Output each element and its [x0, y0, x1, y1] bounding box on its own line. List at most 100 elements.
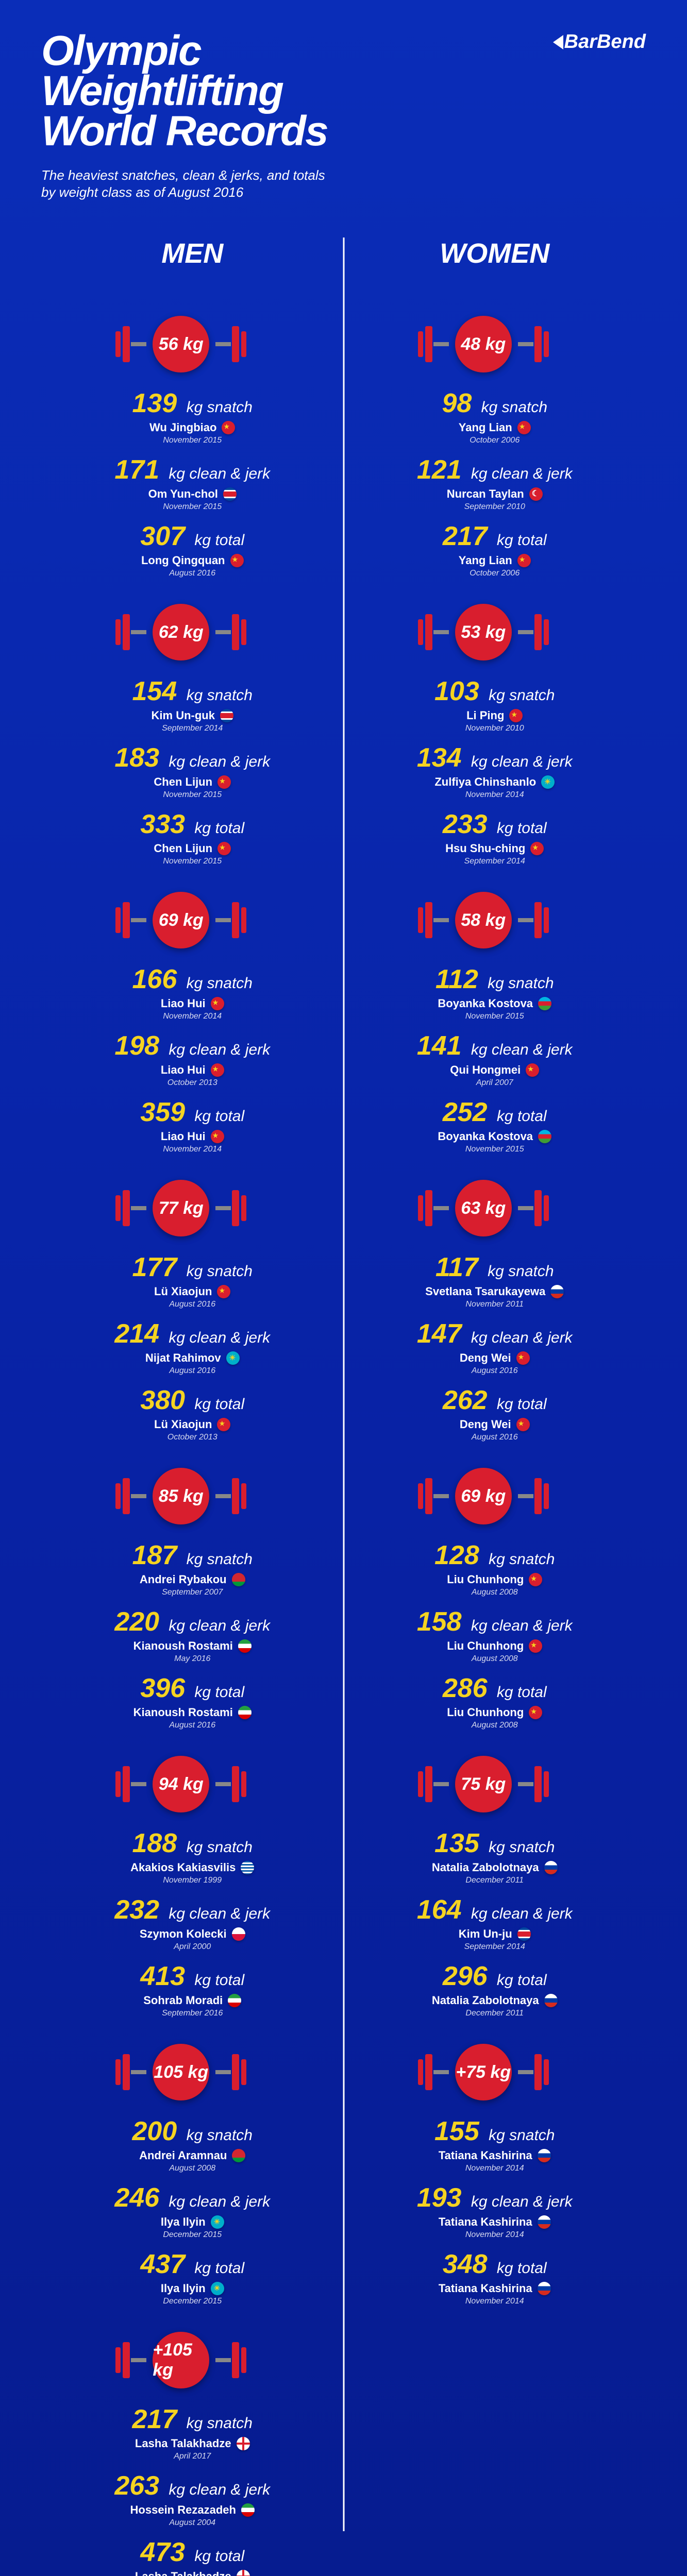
athlete-name: Om Yun-chol [148, 487, 218, 501]
record-weight: 200 [132, 2116, 177, 2146]
record-athlete: Liu Chunhong [417, 1573, 573, 1586]
record-lift: kg clean & jerk [164, 1617, 270, 1634]
athlete-name: Sohrab Moradi [143, 1994, 223, 2007]
record-athlete: Liu Chunhong [417, 1706, 573, 1719]
record-weight: 141 [417, 1031, 462, 1061]
record-athlete: Lü Xiaojun [114, 1285, 270, 1298]
record: 252 kg total Boyanka Kostova November 20… [417, 1097, 573, 1154]
flag-icon [211, 2282, 224, 2295]
flag-icon [223, 487, 237, 501]
record: 135 kg snatch Natalia Zabolotnaya Decemb… [417, 1828, 573, 1885]
flag-icon [529, 1573, 542, 1586]
weight-class-header: +75 kg [417, 2044, 573, 2100]
record-weight: 263 [114, 2471, 159, 2501]
athlete-name: Hossein Rezazadeh [130, 2503, 236, 2517]
record-date: August 2008 [417, 1654, 573, 1664]
record: 166 kg snatch Liao Hui November 2014 [114, 964, 270, 1021]
weight-class-header: 75 kg [417, 1756, 573, 1812]
flag-icon [538, 2282, 551, 2295]
record-date: August 2016 [114, 1300, 270, 1309]
record-weight: 193 [417, 2183, 462, 2213]
record-weight: 164 [417, 1895, 462, 1925]
record: 232 kg clean & jerk Szymon Kolecki April… [114, 1894, 270, 1952]
record-athlete: Natalia Zabolotnaya [417, 1994, 573, 2007]
athlete-name: Nurcan Taylan [447, 487, 524, 501]
record-date: November 2015 [114, 790, 270, 800]
record: 117 kg snatch Svetlana Tsarukayewa Novem… [417, 1252, 573, 1309]
record-athlete: Kianoush Rostami [114, 1639, 270, 1653]
record: 220 kg clean & jerk Kianoush Rostami May… [114, 1606, 270, 1664]
record-weight: 155 [434, 2116, 479, 2146]
record-lift: kg total [493, 532, 547, 549]
flag-icon [544, 1861, 558, 1874]
record-weight: 307 [140, 521, 185, 551]
record-athlete: Hossein Rezazadeh [114, 2503, 270, 2517]
athlete-name: Ilya Ilyin [161, 2282, 206, 2295]
barbell-icon [114, 2342, 146, 2378]
record-weight: 183 [114, 743, 159, 773]
barbell-icon [215, 902, 247, 938]
record-date: August 2016 [114, 1721, 270, 1730]
athlete-name: Liu Chunhong [447, 1639, 524, 1653]
flag-icon [541, 775, 555, 789]
record: 359 kg total Liao Hui November 2014 [114, 1097, 270, 1154]
athlete-name: Wu Jingbiao [149, 421, 216, 434]
record-weight: 217 [132, 2404, 177, 2434]
record-lift: kg snatch [484, 687, 555, 704]
record-date: October 2013 [114, 1433, 270, 1442]
barbell-icon [417, 614, 449, 650]
record-date: August 2016 [417, 1366, 573, 1376]
athlete-name: Tatiana Kashirina [439, 2215, 532, 2229]
record-date: November 1999 [114, 1876, 270, 1885]
athlete-name: Deng Wei [460, 1351, 511, 1365]
flag-icon [238, 1639, 252, 1653]
barbell-icon [518, 614, 550, 650]
flag-icon [222, 421, 235, 434]
record-lift: kg snatch [182, 1839, 253, 1856]
record: 103 kg snatch Li Ping November 2010 [417, 676, 573, 733]
record-weight: 437 [140, 2249, 185, 2279]
record-athlete: Om Yun-chol [114, 487, 270, 501]
barbell-icon [417, 2054, 449, 2090]
athlete-name: Akakios Kakiasvilis [130, 1861, 236, 1874]
record: 128 kg snatch Liu Chunhong August 2008 [417, 1540, 573, 1597]
athlete-name: Liao Hui [161, 997, 206, 1010]
weight-class-badge: 58 kg [455, 892, 512, 948]
record-lift: kg clean & jerk [467, 2193, 573, 2210]
weight-class-badge: 53 kg [455, 604, 512, 660]
record-athlete: Ilya Ilyin [114, 2215, 270, 2229]
record-date: November 2010 [417, 724, 573, 733]
flag-icon [538, 2149, 551, 2162]
record-athlete: Wu Jingbiao [114, 421, 270, 434]
athlete-name: Long Qingquan [141, 554, 225, 567]
record-lift: kg clean & jerk [164, 2481, 270, 2498]
record-lift: kg clean & jerk [467, 1617, 573, 1634]
flag-icon [544, 1994, 558, 2007]
record: 333 kg total Chen Lijun November 2015 [114, 809, 270, 866]
flag-icon [211, 1063, 224, 1077]
record: 164 kg clean & jerk Kim Un-ju September … [417, 1894, 573, 1952]
record: 396 kg total Kianoush Rostami August 201… [114, 1673, 270, 1730]
subtitle-line-1: The heaviest snatches, clean & jerks, an… [41, 167, 646, 184]
record-athlete: Andrei Rybakou [114, 1573, 270, 1586]
record-date: September 2007 [114, 1588, 270, 1597]
record: 217 kg total Yang Lian October 2006 [417, 521, 573, 578]
record-lift: kg snatch [483, 975, 554, 992]
weight-class-badge: 69 kg [455, 1468, 512, 1524]
record-lift: kg clean & jerk [164, 1329, 270, 1346]
record-date: August 2008 [417, 1721, 573, 1730]
weight-class-header: 69 kg [417, 1468, 573, 1524]
athlete-name: Boyanka Kostova [438, 1130, 533, 1143]
athlete-name: Svetlana Tsarukayewa [425, 1285, 545, 1298]
record-weight: 262 [443, 1385, 488, 1415]
record-weight: 139 [132, 388, 177, 418]
record-athlete: Nijat Rahimov [114, 1351, 270, 1365]
record-athlete: Deng Wei [417, 1418, 573, 1431]
women-column: WOMEN 48 kg 98 kg snatch Yang Lian Octob… [344, 238, 646, 2576]
record-date: April 2007 [417, 1078, 573, 1088]
record-lift: kg total [190, 2260, 244, 2277]
women-list: 48 kg 98 kg snatch Yang Lian October 200… [417, 290, 573, 2315]
record-lift: kg snatch [484, 1551, 555, 1568]
athlete-name: Ilya Ilyin [161, 2215, 206, 2229]
athlete-name: Yang Lian [459, 554, 512, 567]
